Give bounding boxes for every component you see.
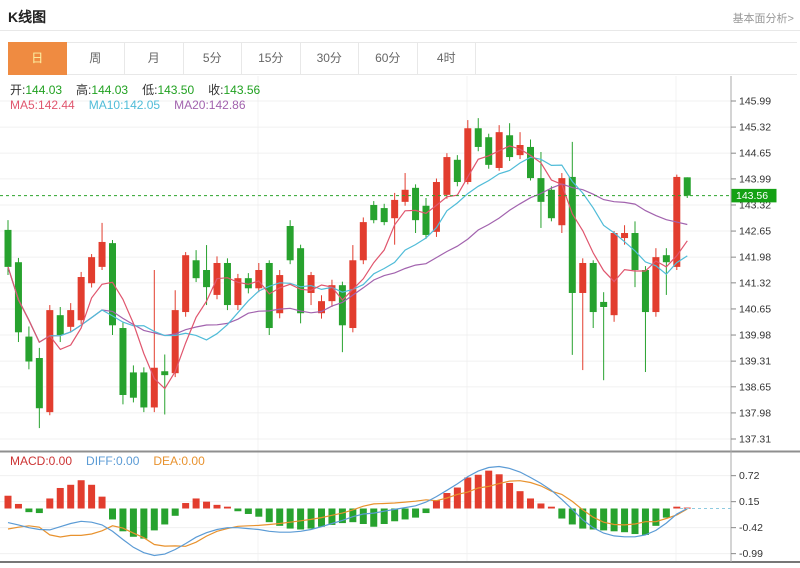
svg-text:137.31: 137.31 bbox=[739, 434, 771, 446]
diff-line bbox=[7, 465, 688, 557]
svg-text:140.65: 140.65 bbox=[739, 303, 771, 315]
tab-interval-5[interactable]: 30分 bbox=[300, 42, 359, 75]
tab-interval-6[interactable]: 60分 bbox=[359, 42, 418, 75]
svg-text:0.15: 0.15 bbox=[739, 496, 760, 508]
svg-text:143.32: 143.32 bbox=[739, 199, 771, 211]
tab-interval-0[interactable]: 日 bbox=[8, 42, 67, 75]
title-divider bbox=[0, 30, 800, 31]
tab-interval-4[interactable]: 15分 bbox=[242, 42, 301, 75]
price-axis: 145.99 145.32 144.65 143.99 143.32 142.65 141.… bbox=[731, 96, 771, 446]
svg-text:145.32: 145.32 bbox=[739, 122, 771, 134]
svg-text:144.65: 144.65 bbox=[739, 148, 771, 160]
tab-interval-2[interactable]: 月 bbox=[125, 42, 184, 75]
svg-text:143.56: 143.56 bbox=[736, 190, 768, 202]
candle-series bbox=[4, 118, 691, 429]
svg-text:137.98: 137.98 bbox=[739, 407, 771, 419]
tab-interval-7[interactable]: 4时 bbox=[417, 42, 476, 75]
macd-grid bbox=[0, 475, 731, 555]
page-title: K线图 bbox=[8, 9, 47, 25]
fundamental-analysis-link[interactable]: 基本面分析> bbox=[732, 13, 794, 25]
tab-bar-filler bbox=[476, 42, 797, 75]
current-price-badge: 143.56 bbox=[731, 188, 777, 203]
ma20-line bbox=[7, 183, 688, 344]
chart-area: 145.99 145.32 144.65 143.99 143.32 142.65 141.… bbox=[0, 76, 800, 563]
ma5-line bbox=[7, 145, 688, 390]
svg-text:138.65: 138.65 bbox=[739, 381, 771, 393]
price-grid bbox=[0, 100, 731, 440]
kline-chart-svg[interactable]: 145.99 145.32 144.65 143.99 143.32 142.65 141.… bbox=[0, 76, 800, 563]
dea-line bbox=[7, 480, 688, 547]
svg-text:141.98: 141.98 bbox=[739, 252, 771, 264]
svg-text:141.32: 141.32 bbox=[739, 277, 771, 289]
svg-text:145.99: 145.99 bbox=[739, 96, 771, 108]
svg-text:0.72: 0.72 bbox=[739, 470, 760, 482]
macd-histogram bbox=[4, 470, 691, 539]
tab-interval-1[interactable]: 周 bbox=[66, 42, 125, 75]
macd-axis: 0.72 0.15 -0.42 -0.99 bbox=[731, 470, 763, 560]
svg-text:139.98: 139.98 bbox=[739, 330, 771, 342]
svg-text:143.99: 143.99 bbox=[739, 173, 771, 185]
svg-text:142.65: 142.65 bbox=[739, 226, 771, 238]
tab-interval-3[interactable]: 5分 bbox=[183, 42, 242, 75]
svg-text:-0.42: -0.42 bbox=[739, 522, 763, 534]
svg-text:139.31: 139.31 bbox=[739, 356, 771, 368]
svg-text:-0.99: -0.99 bbox=[739, 548, 763, 560]
ma10-line bbox=[7, 156, 688, 344]
interval-tab-bar: 日周月 5分 15分 30分 60分 4时 bbox=[8, 42, 797, 75]
